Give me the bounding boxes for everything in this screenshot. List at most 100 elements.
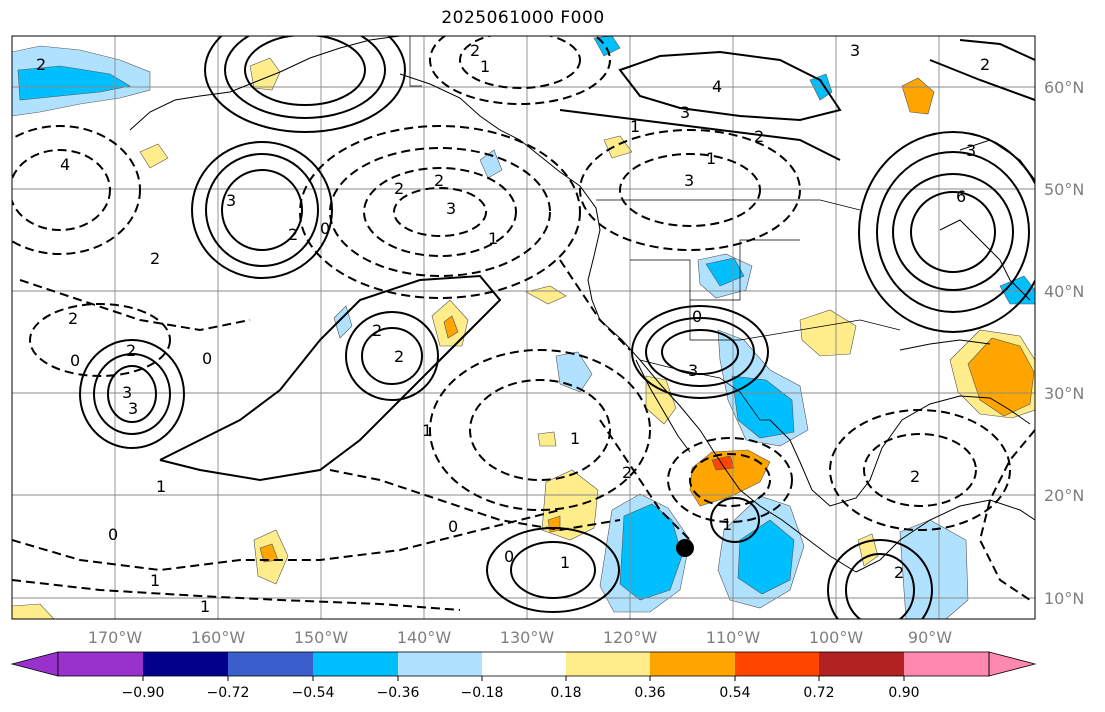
colorbar-tick-label: −0.72 [207, 685, 250, 701]
contour-label: 1 [422, 421, 432, 440]
shade-pac-pos-2-core [443, 315, 459, 339]
contour-label: 2 [68, 309, 78, 328]
contour-label: 1 [706, 149, 716, 168]
shade-great-basin-neg-core [705, 257, 745, 287]
colorbar-tick-label: −0.54 [292, 685, 335, 701]
contour-label: 3 [688, 361, 698, 380]
contour-label: 3 [128, 399, 138, 418]
lat-label: 20°N [1044, 486, 1084, 505]
graticule [12, 36, 1035, 619]
colorbar-segment [482, 652, 566, 676]
shade-bottom-left-pos [12, 603, 55, 619]
shade-plains-pos [799, 309, 857, 357]
contour-labels: 2 1 4 3 1 3 2 1 3 2 3 6 4 2 2 3 1 2 3 0 … [36, 41, 990, 616]
contour-label: 2 [36, 55, 46, 74]
shade-pac-neg-3-core [619, 503, 683, 601]
lon-label: 160°W [191, 628, 246, 647]
contour-label: 0 [202, 349, 212, 368]
contour-label: 2 [150, 249, 160, 268]
colorbar-tick-label: 0.90 [888, 685, 919, 701]
colorbar-extend-max [988, 651, 1037, 677]
contour-label: 1 [200, 597, 210, 616]
contour-label: 2 [394, 179, 404, 198]
colorbar-segment [650, 652, 735, 676]
contour-label: 0 [320, 219, 330, 238]
lon-label: 140°W [397, 628, 452, 647]
colorbar-tick-label: 0.54 [719, 685, 750, 701]
lat-label: 30°N [1044, 384, 1084, 403]
contours-solid [79, 36, 1035, 619]
contours-dashed [12, 36, 1035, 611]
colorbar-segment [904, 652, 989, 676]
colorbar-segment [228, 652, 313, 676]
contour-label: 1 [630, 117, 640, 136]
contour-label: 2 [394, 347, 404, 366]
contour-label: 2 [372, 321, 382, 340]
lon-label: 130°W [500, 628, 555, 647]
lon-label: 100°W [809, 628, 864, 647]
shade-pac-pos-3 [525, 285, 567, 305]
shade-se-us-pos-core [967, 337, 1035, 417]
shade-pac-neg-2 [555, 351, 593, 393]
location-marker [676, 539, 694, 557]
longitude-labels: 170°W 160°W 150°W 140°W 130°W 120°W 110°… [88, 628, 952, 647]
chart-title: 2025061000 F000 [441, 8, 605, 28]
colorbar-segment [819, 652, 904, 676]
contour-label: 0 [70, 351, 80, 370]
contour-label: 6 [956, 187, 966, 206]
contour-label: 2 [126, 341, 136, 360]
shade-canada-pos-2 [603, 135, 633, 159]
lat-label: 10°N [1044, 589, 1084, 608]
shading-layer [12, 36, 1035, 619]
colorbar-segment [143, 652, 228, 676]
shade-central-america-neg-core [737, 519, 795, 595]
shade-pac-pos-4 [537, 431, 557, 447]
contour-label: 4 [712, 77, 722, 96]
contour-label: 0 [448, 517, 458, 536]
shade-nw-pos [249, 57, 281, 91]
contour-label: 0 [108, 525, 118, 544]
lat-label: 40°N [1044, 282, 1084, 301]
lon-label: 110°W [706, 628, 761, 647]
contour-label: 2 [622, 463, 632, 482]
shade-mexico-pos-core [711, 455, 735, 471]
shade-texas-neg-core [731, 375, 795, 439]
shade-pac-pos-1 [139, 143, 169, 169]
lon-label: 120°W [603, 628, 658, 647]
colorbar-tick-label: −0.18 [461, 685, 504, 701]
contour-label: 2 [434, 171, 444, 190]
contour-label: 1 [488, 229, 498, 248]
lat-label: 60°N [1044, 78, 1084, 97]
colorbar-segment [58, 652, 143, 676]
contour-label: 0 [504, 547, 514, 566]
colorbar-tick-label: 0.36 [634, 685, 665, 701]
contour-label: 1 [156, 477, 166, 496]
lon-label: 90°W [908, 628, 952, 647]
contour-label: 2 [470, 41, 480, 60]
colorbar: −0.90 −0.72 −0.54 −0.36 −0.18 0.18 0.36 … [10, 651, 1037, 701]
contour-label: 2 [894, 563, 904, 582]
contour-label: 4 [60, 155, 70, 174]
latitude-labels: 60°N 50°N 40°N 30°N 20°N 10°N [1044, 78, 1084, 608]
lat-label: 50°N [1044, 180, 1084, 199]
colorbar-segment [398, 652, 482, 676]
colorbar-segment [566, 652, 650, 676]
lon-label: 150°W [294, 628, 349, 647]
map-panel: 2 1 4 3 1 3 2 1 3 2 3 6 4 2 2 3 1 2 3 0 … [12, 36, 1035, 619]
colorbar-tick-label: 0.72 [803, 685, 834, 701]
shade-gulf-neg [999, 275, 1035, 305]
shade-baja-pos [645, 375, 677, 425]
map-frame [11, 35, 1036, 620]
contour-label: 2 [288, 225, 298, 244]
colorbar-tick-label: 0.18 [550, 685, 581, 701]
colorbar-segment [735, 652, 819, 676]
shade-pac-neg-1 [333, 305, 353, 339]
contour-label: 3 [684, 171, 694, 190]
contour-label: 1 [560, 553, 570, 572]
contour-label: 0 [692, 307, 702, 326]
contour-label: 2 [980, 55, 990, 74]
contour-label: 1 [150, 571, 160, 590]
shade-bc-neg [479, 149, 503, 179]
lon-label: 170°W [88, 628, 143, 647]
